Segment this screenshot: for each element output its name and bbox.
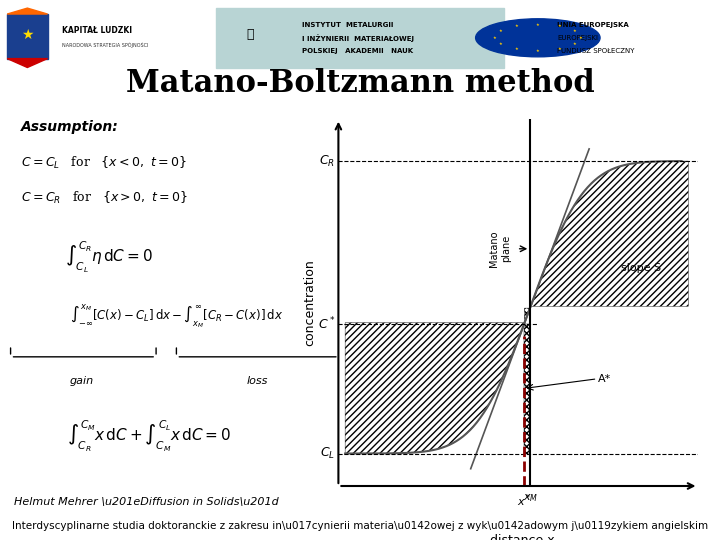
Text: INSTYTUT  METALURGII: INSTYTUT METALURGII: [302, 22, 394, 28]
Text: KAPITAŁ LUDZKI: KAPITAŁ LUDZKI: [62, 26, 132, 35]
Bar: [7, 14, 48, 59]
Polygon shape: [7, 59, 48, 68]
Text: 🔥: 🔥: [247, 28, 254, 42]
Text: ★: ★: [579, 36, 582, 40]
Text: $\int_{-\infty}^{x_M} [C(x)-C_L]\,\mathrm{d}x - \int_{x_M}^{\infty} [C_R-C(x)]\,: $\int_{-\infty}^{x_M} [C(x)-C_L]\,\mathr…: [70, 302, 283, 330]
Text: ★: ★: [515, 24, 518, 29]
Text: loss: loss: [247, 376, 269, 386]
Text: $\int_{C_L}^{C_R} \eta\,\mathrm{d}C = 0$: $\int_{C_L}^{C_R} \eta\,\mathrm{d}C = 0$: [65, 240, 153, 275]
Text: ★: ★: [499, 29, 503, 33]
Text: ★: ★: [21, 28, 34, 42]
Text: ★: ★: [557, 24, 561, 29]
Text: I INŻYNIERII  MATERIAŁOWEJ: I INŻYNIERII MATERIAŁOWEJ: [302, 34, 415, 42]
Text: Assumption:: Assumption:: [21, 120, 119, 134]
Circle shape: [476, 19, 600, 57]
Text: ★: ★: [536, 23, 540, 27]
Text: ★: ★: [499, 42, 503, 46]
Text: $C_L$: $C_L$: [320, 446, 335, 461]
Text: Matano-Boltzmann method: Matano-Boltzmann method: [125, 68, 595, 99]
Text: POLSKIEJ   AKADEMII   NAUK: POLSKIEJ AKADEMII NAUK: [302, 48, 413, 54]
Text: EUROPEJSKI: EUROPEJSKI: [557, 35, 598, 41]
Text: Interdyscyplinarne studia doktoranckie z zakresu in\u017cynierii materia\u0142ow: Interdyscyplinarne studia doktoranckie z…: [12, 521, 708, 531]
Text: ★: ★: [573, 42, 577, 46]
Text: $C^*$: $C^*$: [318, 315, 335, 332]
Text: ★: ★: [557, 47, 561, 51]
Text: $C = C_L$   for   $\{x < 0,\ t = 0\}$: $C = C_L$ for $\{x < 0,\ t = 0\}$: [21, 154, 186, 171]
Text: $x_M$: $x_M$: [523, 492, 538, 504]
Text: distance x: distance x: [490, 534, 554, 540]
Polygon shape: [7, 8, 48, 14]
Text: concentration: concentration: [303, 259, 316, 346]
Text: $C_R$: $C_R$: [319, 153, 335, 168]
Text: A*: A*: [598, 374, 611, 384]
Text: ★: ★: [493, 36, 497, 40]
Text: FUNDUSZ SPOŁECZNY: FUNDUSZ SPOŁECZNY: [557, 48, 635, 54]
Text: $x^*$: $x^*$: [517, 492, 532, 509]
Text: $C = C_R$   for   $\{x > 0,\ t = 0\}$: $C = C_R$ for $\{x > 0,\ t = 0\}$: [21, 190, 188, 206]
Text: ★: ★: [573, 29, 577, 33]
Text: ★: ★: [515, 47, 518, 51]
Text: Matano
plane: Matano plane: [489, 231, 510, 267]
Text: gain: gain: [70, 376, 94, 386]
Text: ★: ★: [536, 49, 540, 53]
Text: NARODOWA STRATEGIA SPÓJNOŚCI: NARODOWA STRATEGIA SPÓJNOŚCI: [62, 42, 148, 48]
Text: $\int_{C_R}^{C_M} x\,\mathrm{d}C + \int_{C_M}^{C_L} x\,\mathrm{d}C = 0$: $\int_{C_R}^{C_M} x\,\mathrm{d}C + \int_…: [67, 419, 231, 454]
Text: Helmut Mehrer \u201eDiffusion in Solids\u201d: Helmut Mehrer \u201eDiffusion in Solids\…: [14, 497, 279, 507]
Text: slope S: slope S: [621, 264, 661, 273]
Text: UNIA EUROPEJSKA: UNIA EUROPEJSKA: [557, 22, 629, 28]
